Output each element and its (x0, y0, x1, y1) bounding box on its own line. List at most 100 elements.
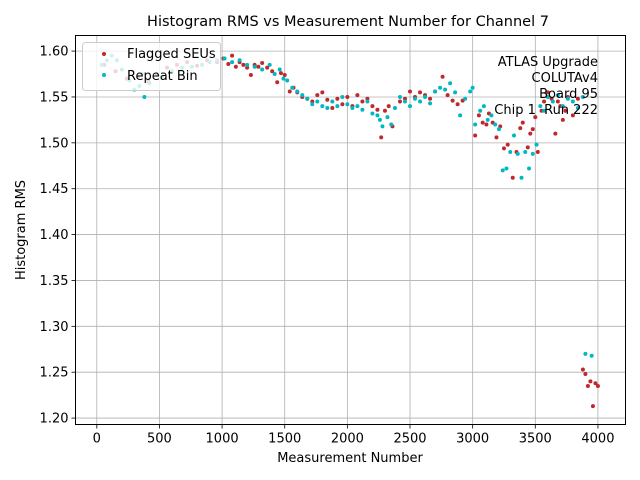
data-point-flagged-seus (330, 105, 335, 110)
data-point-flagged-seus (593, 381, 598, 386)
x-tick-label: 3500 (519, 432, 552, 447)
data-point-flagged-seus (428, 96, 433, 101)
y-tick-label: 1.30 (40, 320, 69, 335)
data-point-flagged-seus (379, 135, 384, 140)
data-point-flagged-seus (355, 93, 360, 98)
data-point-repeat-bin (443, 87, 448, 92)
data-point-flagged-seus (530, 127, 535, 132)
data-point-repeat-bin (267, 62, 272, 67)
data-point-flagged-seus (278, 71, 283, 76)
data-point-repeat-bin (330, 99, 335, 104)
y-tick-label: 1.40 (40, 228, 69, 243)
data-point-repeat-bin (473, 122, 478, 127)
data-point-flagged-seus (256, 64, 261, 69)
y-tick-label: 1.55 (40, 90, 69, 105)
annotation-block: ATLAS Upgrade COLUTAv4 Board 95 Chip 1 R… (494, 55, 598, 118)
data-point-repeat-bin (519, 175, 524, 180)
data-point-flagged-seus (440, 74, 445, 79)
legend: Flagged SEUs Repeat Bin (82, 42, 221, 91)
data-point-repeat-bin (512, 133, 516, 138)
data-point-repeat-bin (583, 351, 588, 356)
annotation-line-3: Board 95 (539, 87, 598, 102)
data-point-flagged-seus (575, 96, 580, 101)
data-point-repeat-bin (310, 102, 315, 107)
data-point-flagged-seus (535, 150, 540, 155)
data-point-repeat-bin (534, 142, 539, 147)
data-point-repeat-bin (408, 104, 413, 109)
data-point-flagged-seus (403, 96, 407, 101)
data-point-repeat-bin (523, 150, 528, 155)
data-point-flagged-seus (275, 80, 280, 85)
data-point-flagged-seus (265, 65, 270, 70)
data-point-flagged-seus (585, 383, 590, 388)
data-point-repeat-bin (252, 64, 257, 69)
data-point-repeat-bin (485, 117, 490, 122)
data-point-repeat-bin (542, 108, 547, 113)
data-point-flagged-seus (580, 367, 585, 372)
data-point-repeat-bin (448, 81, 453, 86)
data-point-repeat-bin (413, 96, 418, 101)
data-point-flagged-seus (340, 102, 345, 107)
data-point-flagged-seus (528, 131, 533, 136)
data-point-repeat-bin (335, 104, 340, 109)
data-point-flagged-seus (226, 61, 231, 66)
data-point-flagged-seus (382, 108, 387, 113)
data-point-flagged-seus (455, 102, 460, 107)
data-point-repeat-bin (222, 56, 227, 61)
data-point-repeat-bin (555, 93, 560, 98)
data-point-repeat-bin (538, 104, 543, 109)
data-point-flagged-seus (520, 120, 525, 125)
data-point-flagged-seus (397, 99, 402, 104)
data-point-repeat-bin (245, 62, 250, 67)
data-point-repeat-bin (468, 89, 473, 94)
data-point-repeat-bin (489, 113, 494, 118)
data-point-flagged-seus (588, 379, 593, 384)
data-point-repeat-bin (325, 105, 330, 110)
annotation-line-1: ATLAS Upgrade (498, 55, 598, 70)
data-point-flagged-seus (241, 62, 246, 67)
data-point-repeat-bin (277, 67, 282, 72)
data-point-repeat-bin (230, 60, 235, 65)
data-point-flagged-seus (545, 90, 550, 95)
data-point-repeat-bin (315, 99, 320, 104)
data-point-repeat-bin (515, 151, 520, 156)
data-points (99, 53, 600, 409)
y-tick-label: 1.60 (40, 45, 69, 60)
x-tick-label: 2000 (331, 432, 364, 447)
data-point-repeat-bin (237, 58, 242, 63)
data-point-flagged-seus (365, 96, 370, 101)
data-point-flagged-seus (260, 61, 265, 66)
data-point-repeat-bin (530, 151, 535, 156)
data-point-repeat-bin (355, 104, 360, 109)
data-point-repeat-bin (285, 78, 290, 83)
y-tick-label: 1.50 (40, 136, 69, 151)
annotation-line-4: Chip 1 Run 222 (494, 103, 598, 118)
data-point-repeat-bin (345, 102, 350, 107)
data-point-repeat-bin (575, 105, 580, 110)
data-point-repeat-bin (385, 115, 390, 120)
data-point-repeat-bin (508, 150, 513, 155)
data-point-flagged-seus (480, 120, 485, 125)
data-point-flagged-seus (248, 72, 253, 77)
data-point-repeat-bin (380, 124, 385, 129)
data-point-flagged-seus (501, 146, 506, 151)
data-point-flagged-seus (345, 94, 350, 99)
data-point-flagged-seus (325, 97, 330, 102)
data-point-flagged-seus (315, 93, 320, 98)
data-point-repeat-bin (481, 104, 486, 109)
data-point-repeat-bin (438, 85, 443, 90)
data-point-repeat-bin (589, 353, 594, 358)
data-point-flagged-seus (370, 104, 375, 109)
data-point-flagged-seus (595, 383, 600, 388)
data-point-repeat-bin (504, 166, 509, 171)
data-point-repeat-bin (458, 113, 463, 118)
x-tick-label: 0 (93, 432, 101, 447)
data-point-flagged-seus (445, 93, 450, 98)
grid-lines (75, 35, 626, 425)
legend-marker-repeat-bin (102, 73, 106, 77)
data-point-repeat-bin (142, 94, 147, 99)
data-point-repeat-bin (500, 168, 505, 173)
data-point-repeat-bin (433, 89, 438, 94)
x-tick-label: 1000 (206, 432, 239, 447)
